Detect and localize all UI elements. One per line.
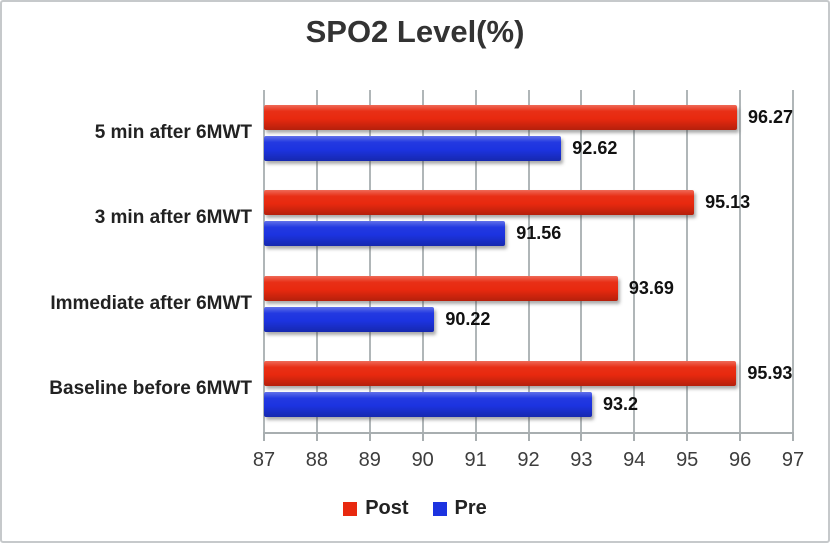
legend-item-pre: Pre [432, 497, 487, 520]
bar-group: 96.27 92.62 [264, 90, 793, 176]
axis-tick-label: 96 [728, 449, 752, 471]
category-label: Baseline before 6MWT [49, 378, 252, 400]
bar-pre [264, 221, 506, 247]
data-label: 95.93 [747, 363, 793, 384]
bar-post [264, 361, 737, 387]
axis-tick [739, 432, 742, 441]
bar-row: 93.69 [264, 275, 793, 301]
axis-tick [686, 432, 689, 441]
gridline-94 [633, 90, 636, 432]
category-label: Immediate after 6MWT [50, 292, 252, 314]
axis-tick-label: 87 [252, 449, 276, 471]
bar-post [264, 190, 695, 216]
bar-row: 92.62 [264, 135, 793, 161]
gridline-96 [739, 90, 742, 432]
legend-swatch-post [343, 501, 358, 516]
axis-tick [580, 432, 583, 441]
bar-group: 95.13 91.56 [264, 176, 793, 262]
bar-post [264, 275, 618, 301]
axis-tick-label: 91 [464, 449, 487, 471]
legend-item-post: Post [343, 497, 409, 520]
axis-tick-label: 90 [411, 449, 434, 471]
data-label: 93.2 [602, 394, 639, 415]
category-label: 5 min after 6MWT [94, 121, 252, 143]
axis-tick-label: 94 [623, 449, 646, 471]
axis-tick [368, 432, 371, 441]
bar-pre [264, 392, 592, 418]
gridline-95 [686, 90, 689, 432]
bar-row: 91.56 [264, 221, 793, 247]
axis-tick-label: 95 [676, 449, 699, 471]
gridline-87 [263, 90, 265, 432]
bar-row: 96.27 [264, 104, 793, 130]
axis-tick [263, 432, 265, 441]
plot-area: 96.27 92.62 95.13 91.56 93.69 90.22 95.93 93.2 [263, 90, 794, 434]
gridline-92 [527, 90, 530, 432]
data-label: 92.62 [572, 137, 618, 158]
legend-label: Pre [454, 497, 487, 519]
axis-tick [633, 432, 636, 441]
axis-tick-label: 89 [358, 449, 381, 471]
data-label: 90.22 [445, 308, 491, 329]
gridline-88 [315, 90, 318, 432]
data-label: 95.13 [705, 192, 751, 213]
legend-label: Post [365, 497, 409, 519]
bar-pre [264, 306, 435, 332]
axis-tick-label: 93 [570, 449, 593, 471]
data-label: 96.27 [747, 106, 793, 127]
bar-row: 90.22 [264, 306, 793, 332]
gridline-90 [421, 90, 424, 432]
bar-post [264, 104, 737, 130]
axis-tick [527, 432, 530, 441]
data-label: 93.69 [628, 277, 674, 298]
category-label: 3 min after 6MWT [94, 207, 252, 229]
gridline-93 [580, 90, 583, 432]
axis-tick-label: 88 [305, 449, 329, 471]
chart-title: SPO2 Level(%) [305, 14, 525, 49]
axis-tick [474, 432, 477, 441]
bar-group: 93.69 90.22 [264, 261, 793, 347]
data-label: 91.56 [516, 223, 562, 244]
bar-row: 93.2 [264, 392, 793, 418]
legend: Post Pre [2, 497, 828, 520]
axis-tick [315, 432, 318, 441]
axis-tick-label: 92 [517, 449, 540, 471]
bar-pre [264, 135, 562, 161]
axis-tick [792, 432, 794, 441]
axis-tick [421, 432, 424, 441]
bar-row: 95.93 [264, 361, 793, 387]
gridline-91 [474, 90, 477, 432]
gridline-89 [368, 90, 371, 432]
bar-row: 95.13 [264, 190, 793, 216]
axis-tick-label: 97 [781, 449, 805, 471]
legend-swatch-pre [432, 501, 447, 516]
bar-group: 95.93 93.2 [264, 347, 793, 433]
gridline-97 [792, 90, 794, 432]
